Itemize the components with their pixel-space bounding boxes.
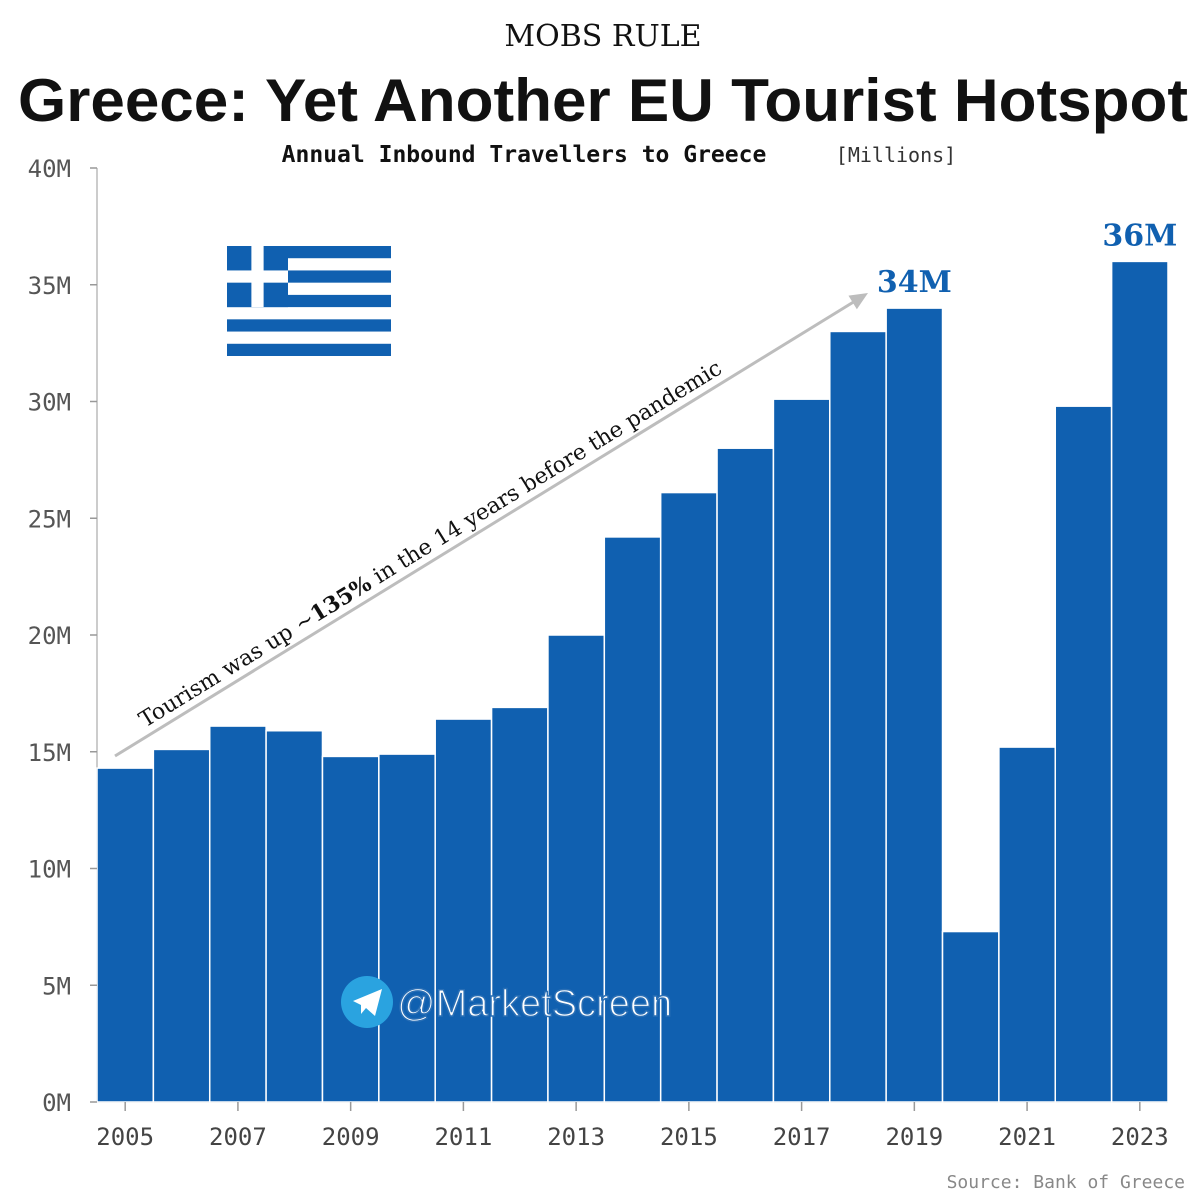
annotation-prefix: Tourism was up ~ bbox=[135, 606, 319, 733]
chart-subtitle: Annual Inbound Travellers to Greece bbox=[282, 142, 767, 168]
y-tick-label: 25M bbox=[28, 505, 71, 533]
y-axis-ticks: 0M 5M 10M 15M 20M 25M 30M 35M 40M bbox=[28, 155, 97, 1117]
unit-label: [Millions] bbox=[836, 143, 956, 167]
x-tick-label: 2015 bbox=[660, 1123, 718, 1151]
y-tick-label: 40M bbox=[28, 155, 71, 183]
bar-2007 bbox=[208, 725, 267, 1103]
y-tick-label: 5M bbox=[42, 972, 71, 1000]
y-tick-label: 35M bbox=[28, 272, 71, 300]
greek-flag bbox=[227, 246, 391, 356]
x-tick-label: 2013 bbox=[547, 1123, 605, 1151]
bar-2005 bbox=[96, 767, 155, 1103]
x-tick-label: 2023 bbox=[1111, 1123, 1169, 1151]
bar-2022 bbox=[1054, 405, 1113, 1103]
flag-cross-vertical bbox=[251, 246, 264, 308]
x-tick-label: 2007 bbox=[209, 1123, 267, 1151]
y-tick-label: 10M bbox=[28, 856, 71, 884]
bar-2009 bbox=[321, 755, 380, 1103]
bar-2012 bbox=[490, 706, 549, 1103]
annotation-arrow-line bbox=[114, 296, 861, 758]
annotation-arrowhead bbox=[848, 293, 868, 310]
bar-2013 bbox=[547, 634, 606, 1103]
data-label-2019: 34M bbox=[877, 265, 952, 300]
y-tick-label: 30M bbox=[28, 389, 71, 417]
x-tick-label: 2019 bbox=[885, 1123, 943, 1151]
watermark-handle: @MarketScreen bbox=[397, 983, 672, 1025]
source-note: Source: Bank of Greece bbox=[947, 1172, 1185, 1193]
bar-2023 bbox=[1110, 260, 1169, 1103]
bar-2008 bbox=[265, 729, 324, 1103]
y-tick-label: 20M bbox=[28, 622, 71, 650]
bar-2015 bbox=[659, 491, 718, 1103]
x-tick-label: 2009 bbox=[322, 1123, 380, 1151]
bar-2020 bbox=[941, 930, 1000, 1103]
data-label-2023: 36M bbox=[1102, 218, 1177, 253]
x-tick-label: 2011 bbox=[434, 1123, 492, 1151]
bar-2016 bbox=[716, 447, 775, 1103]
flag-stripe bbox=[227, 343, 391, 356]
watermark: @MarketScreen bbox=[341, 976, 673, 1028]
telegram-plane-icon bbox=[353, 989, 382, 1016]
bar-2014 bbox=[603, 536, 662, 1103]
bar-2011 bbox=[434, 718, 493, 1103]
bar-2018 bbox=[829, 330, 887, 1103]
y-tick-label: 15M bbox=[28, 739, 71, 767]
bar-2019 bbox=[885, 307, 944, 1103]
kicker: MOBS RULE bbox=[504, 19, 701, 54]
flag-stripe bbox=[227, 319, 391, 332]
x-tick-label: 2005 bbox=[96, 1123, 154, 1151]
annotation-bold: 135% bbox=[306, 571, 377, 628]
x-axis-ticks: 2005 2007 2009 2011 2013 2015 2017 2019 2021 2023 bbox=[96, 1102, 1169, 1151]
bar-2017 bbox=[772, 398, 831, 1103]
x-tick-label: 2017 bbox=[773, 1123, 831, 1151]
bar-2010 bbox=[378, 753, 436, 1103]
data-labels: 34M 36M bbox=[877, 218, 1177, 300]
y-tick-label: 0M bbox=[42, 1089, 71, 1117]
bar-2021 bbox=[998, 746, 1057, 1103]
bars bbox=[96, 260, 1169, 1103]
chart-title: Greece: Yet Another EU Tourist Hotspot bbox=[18, 67, 1188, 134]
bar-2006 bbox=[152, 748, 211, 1103]
x-tick-label: 2021 bbox=[998, 1123, 1056, 1151]
